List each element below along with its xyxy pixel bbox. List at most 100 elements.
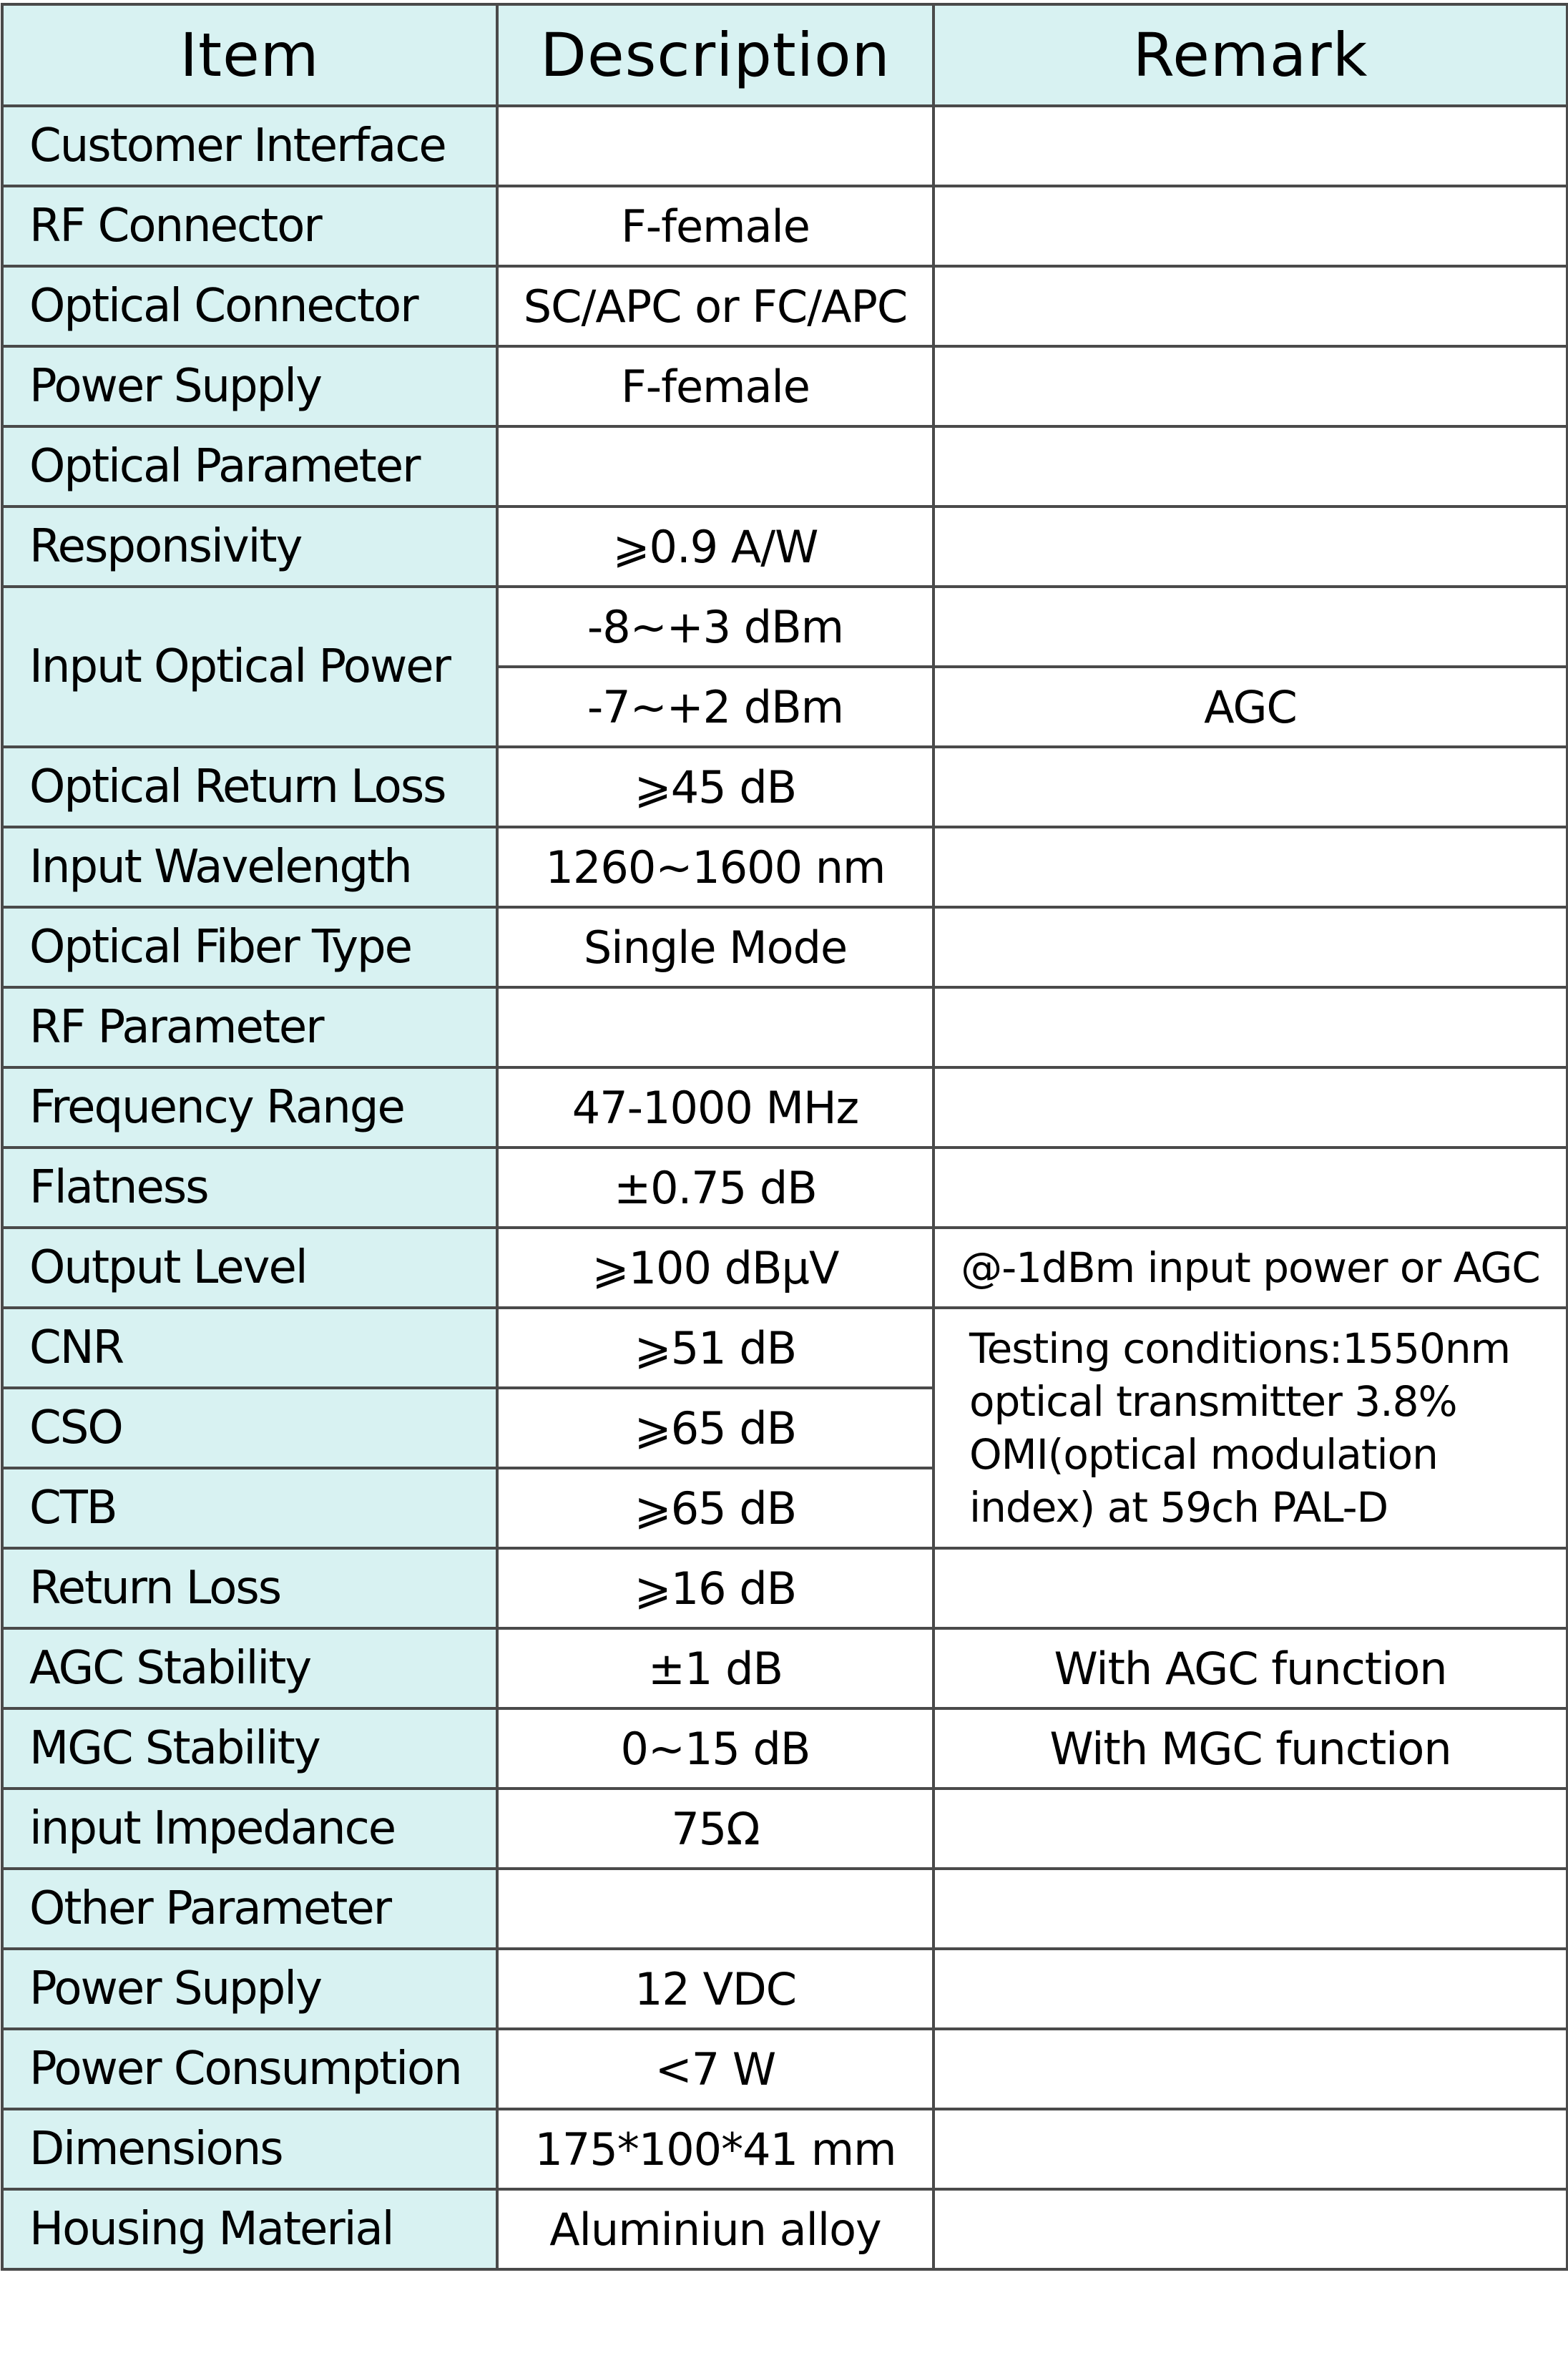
item-cell: Power Supply bbox=[1, 345, 499, 428]
description-cell: ⩾51 dB bbox=[496, 1306, 935, 1389]
remark-cell: With AGC function bbox=[932, 1627, 1568, 1710]
table-row: Other Parameter bbox=[1, 1867, 1568, 1950]
remark-cell bbox=[932, 585, 1568, 668]
spec-table: Item Description Remark Customer Interfa… bbox=[1, 3, 1568, 2271]
header-row: Item Description Remark bbox=[1, 3, 1568, 107]
item-cell: input Impedance bbox=[1, 1787, 499, 1870]
remark-cell bbox=[932, 425, 1568, 508]
description-cell: Single Mode bbox=[496, 906, 935, 989]
remark-cell: AGC bbox=[932, 665, 1568, 748]
table-row: Power Consumption <7 W bbox=[1, 2027, 1568, 2110]
description-cell: 12 VDC bbox=[496, 1947, 935, 2030]
item-cell: Input Optical Power bbox=[1, 585, 499, 748]
remark-cell bbox=[932, 986, 1568, 1069]
description-cell: ±0.75 dB bbox=[496, 1146, 935, 1229]
remark-cell bbox=[932, 345, 1568, 428]
table-row: AGC Stability ±1 dB With AGC function bbox=[1, 1627, 1568, 1710]
table-row: Optical Fiber Type Single Mode bbox=[1, 906, 1568, 989]
remark-cell bbox=[932, 104, 1568, 187]
description-cell: F-female bbox=[496, 185, 935, 268]
table-row: Frequency Range 47-1000 MHz bbox=[1, 1066, 1568, 1149]
remark-cell bbox=[932, 745, 1568, 828]
description-cell: ⩾65 dB bbox=[496, 1386, 935, 1469]
item-cell: AGC Stability bbox=[1, 1627, 499, 1710]
item-cell: Optical Fiber Type bbox=[1, 906, 499, 989]
remark-cell bbox=[932, 185, 1568, 268]
table-row: MGC Stability 0~15 dB With MGC function bbox=[1, 1707, 1568, 1790]
remark-cell bbox=[932, 826, 1568, 909]
description-cell: ⩾65 dB bbox=[496, 1467, 935, 1550]
item-cell: Return Loss bbox=[1, 1547, 499, 1630]
description-cell bbox=[496, 425, 935, 508]
description-cell: 0~15 dB bbox=[496, 1707, 935, 1790]
item-cell: Power Supply bbox=[1, 1947, 499, 2030]
remark-cell bbox=[932, 906, 1568, 989]
remark-cell bbox=[932, 1547, 1568, 1630]
header-description: Description bbox=[496, 3, 935, 107]
table-row: RF Parameter bbox=[1, 986, 1568, 1069]
description-cell: ⩾0.9 A/W bbox=[496, 505, 935, 588]
item-cell: MGC Stability bbox=[1, 1707, 499, 1790]
table-row: CSO ⩾65 dB bbox=[1, 1386, 1567, 1469]
table-row: Responsivity ⩾0.9 A/W bbox=[1, 505, 1568, 588]
table-row: Output Level ⩾100 dBμV @-1dBm input powe… bbox=[1, 1226, 1568, 1309]
remark-cell bbox=[932, 1146, 1568, 1229]
table-row: -7~+2 dBm AGC bbox=[2, 665, 1568, 748]
remark-cell: @-1dBm input power or AGC bbox=[932, 1226, 1568, 1309]
remark-cell bbox=[932, 505, 1568, 588]
description-cell: F-female bbox=[496, 345, 935, 428]
table-row: input Impedance 75Ω bbox=[1, 1787, 1568, 1870]
description-cell: 175*100*41 mm bbox=[496, 2108, 935, 2191]
description-cell: SC/APC or FC/APC bbox=[496, 265, 935, 348]
description-cell: 1260~1600 nm bbox=[496, 826, 935, 909]
remark-cell bbox=[932, 1867, 1568, 1950]
table-row: RF Connector F-female bbox=[1, 185, 1568, 268]
description-cell bbox=[496, 1867, 935, 1950]
remark-cell bbox=[932, 2188, 1568, 2271]
description-cell bbox=[496, 104, 935, 187]
item-cell: Responsivity bbox=[1, 505, 499, 588]
item-cell: Optical Connector bbox=[1, 265, 499, 348]
item-cell: RF Parameter bbox=[1, 986, 499, 1069]
remark-cell bbox=[932, 1787, 1568, 1870]
table-row: Input Optical Power -8~+3 dBm bbox=[1, 585, 1568, 748]
item-cell: Other Parameter bbox=[1, 1867, 499, 1950]
description-cell: <7 W bbox=[496, 2027, 935, 2110]
item-cell: Frequency Range bbox=[1, 1066, 499, 1149]
table-row: Optical Connector SC/APC or FC/APC bbox=[1, 265, 1568, 348]
remark-cell bbox=[932, 1947, 1568, 2030]
remark-cell bbox=[932, 265, 1568, 348]
item-cell: Optical Parameter bbox=[1, 425, 499, 508]
description-cell: 47-1000 MHz bbox=[496, 1066, 935, 1149]
remark-cell: With MGC function bbox=[932, 1707, 1568, 1790]
description-cell bbox=[496, 986, 935, 1069]
item-cell: CSO bbox=[1, 1386, 499, 1469]
header-remark: Remark bbox=[932, 3, 1568, 107]
item-cell: RF Connector bbox=[1, 185, 499, 268]
item-cell: Input Wavelength bbox=[1, 826, 499, 909]
table-row: CNR ⩾51 dB Testing conditions:1550nm opt… bbox=[1, 1306, 1568, 1550]
table-row: Dimensions 175*100*41 mm bbox=[1, 2108, 1568, 2191]
item-cell: Power Consumption bbox=[1, 2027, 499, 2110]
table-row: Flatness ±0.75 dB bbox=[1, 1146, 1568, 1229]
header-item: Item bbox=[1, 3, 499, 107]
description-cell: Aluminiun alloy bbox=[496, 2188, 935, 2271]
table-row: Optical Parameter bbox=[1, 425, 1568, 508]
item-cell: Output Level bbox=[1, 1226, 499, 1309]
item-cell: CNR bbox=[1, 1306, 499, 1389]
item-cell: Customer Interface bbox=[1, 104, 499, 187]
table-row: Customer Interface bbox=[1, 104, 1568, 187]
remark-cell bbox=[932, 2108, 1568, 2191]
description-cell: ⩾45 dB bbox=[496, 745, 935, 828]
table-row: Return Loss ⩾16 dB bbox=[1, 1547, 1568, 1630]
description-cell: -8~+3 dBm bbox=[496, 585, 935, 668]
description-cell: ±1 dB bbox=[496, 1627, 935, 1710]
remark-cell bbox=[932, 1066, 1568, 1149]
description-cell: -7~+2 dBm bbox=[496, 665, 935, 748]
description-cell: ⩾100 dBμV bbox=[496, 1226, 935, 1309]
testing-conditions-remark: Testing conditions:1550nm optical transm… bbox=[932, 1306, 1568, 1550]
table-row: Input Wavelength 1260~1600 nm bbox=[1, 826, 1568, 909]
item-cell: Flatness bbox=[1, 1146, 499, 1229]
item-cell: Housing Material bbox=[1, 2188, 499, 2271]
item-cell: Dimensions bbox=[1, 2108, 499, 2191]
